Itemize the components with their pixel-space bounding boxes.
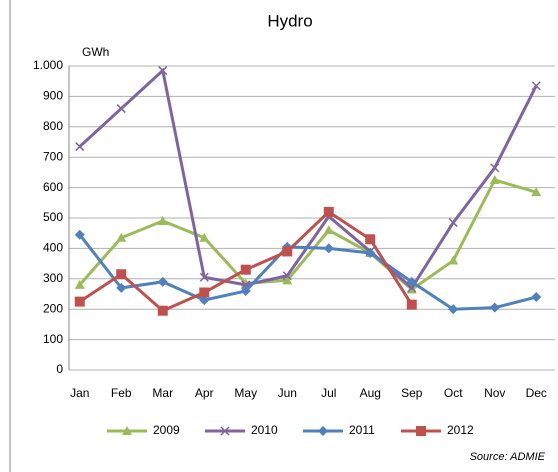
x-tick-label: Jan bbox=[70, 386, 89, 400]
marker bbox=[116, 269, 127, 280]
marker bbox=[240, 264, 251, 275]
x-tick-label: Mar bbox=[152, 386, 173, 400]
x-tick-label: Jul bbox=[321, 386, 336, 400]
marker bbox=[489, 302, 500, 313]
x-tick-label: Jun bbox=[278, 386, 297, 400]
marker bbox=[74, 229, 85, 240]
marker bbox=[199, 272, 209, 282]
legend-label: 2012 bbox=[447, 423, 474, 437]
marker bbox=[531, 81, 541, 91]
series-line bbox=[78, 178, 537, 292]
legend-label: 2009 bbox=[153, 423, 180, 437]
x-tick-label: Apr bbox=[195, 386, 214, 400]
y-tick-label: 600 bbox=[43, 180, 63, 194]
legend-marker bbox=[122, 426, 132, 435]
marker bbox=[323, 243, 334, 254]
x-tick-label: Feb bbox=[111, 386, 132, 400]
y-tick-label: 900 bbox=[43, 89, 63, 103]
marker bbox=[116, 104, 126, 114]
x-tick-label: Sep bbox=[401, 386, 423, 400]
marker bbox=[323, 206, 334, 217]
chart-title: Hydro bbox=[267, 11, 312, 30]
legend-label: 2011 bbox=[349, 423, 375, 437]
marker bbox=[199, 232, 210, 242]
marker bbox=[282, 246, 293, 257]
marker bbox=[116, 282, 127, 293]
y-tick-label: 100 bbox=[43, 332, 63, 346]
marker bbox=[157, 305, 168, 316]
marker bbox=[448, 304, 459, 315]
y-tick-label: 300 bbox=[43, 271, 63, 285]
marker bbox=[406, 276, 417, 287]
legend-marker bbox=[416, 426, 426, 436]
marker bbox=[282, 271, 292, 281]
x-tick-label: Oct bbox=[444, 386, 463, 400]
y-tick-label: 400 bbox=[43, 241, 63, 255]
x-tick-label: May bbox=[234, 386, 257, 400]
y-tick-label: 200 bbox=[43, 301, 63, 315]
marker bbox=[199, 295, 210, 306]
marker bbox=[448, 218, 458, 228]
marker bbox=[240, 285, 251, 296]
marker bbox=[490, 163, 500, 173]
marker bbox=[323, 225, 334, 235]
series-line bbox=[78, 67, 538, 291]
marker bbox=[116, 232, 127, 242]
y-tick-label: 1.000 bbox=[33, 58, 63, 72]
marker bbox=[406, 299, 417, 310]
y-axis-label: GWh bbox=[82, 45, 109, 59]
marker bbox=[365, 234, 376, 245]
series-line bbox=[78, 233, 537, 311]
y-tick-label: 800 bbox=[43, 119, 63, 133]
source-note: Source: ADMIE bbox=[470, 451, 546, 463]
y-tick-label: 700 bbox=[43, 149, 63, 163]
marker bbox=[157, 276, 168, 287]
marker bbox=[199, 287, 210, 298]
marker bbox=[157, 216, 168, 226]
marker bbox=[282, 275, 293, 285]
marker bbox=[365, 247, 376, 258]
marker bbox=[158, 66, 168, 76]
y-tick-label: 500 bbox=[43, 210, 63, 224]
marker bbox=[74, 279, 85, 289]
x-tick-label: Aug bbox=[360, 386, 381, 400]
legend-marker bbox=[220, 426, 230, 436]
legend-label: 2010 bbox=[251, 423, 278, 437]
marker bbox=[531, 292, 542, 303]
marker bbox=[74, 296, 85, 307]
legend-marker bbox=[318, 426, 328, 436]
x-tick-label: Nov bbox=[484, 386, 505, 400]
x-tick-label: Dec bbox=[526, 386, 547, 400]
marker bbox=[489, 175, 500, 184]
marker bbox=[531, 187, 542, 197]
marker bbox=[75, 142, 85, 152]
marker bbox=[448, 255, 459, 265]
y-tick-label: 0 bbox=[56, 362, 63, 376]
